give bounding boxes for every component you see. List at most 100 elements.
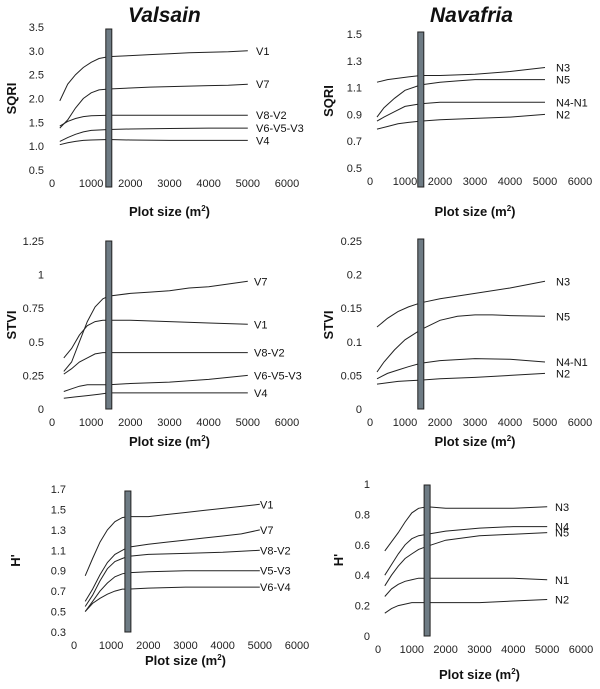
y-tick-label: 1.25: [23, 236, 44, 248]
series-label-v4: V4: [254, 388, 267, 400]
x-tick-label: 3000: [173, 640, 197, 652]
series-label-n2: N2: [556, 109, 570, 121]
x-tick-label: 2000: [118, 178, 142, 190]
series-line-v7: [84, 529, 260, 602]
chart-navafria-sqri: 0 1000 2000 3000 4000 5000 6000 0.5 0.7 0.9 1.1 1.3…: [321, 29, 592, 219]
x-axis-label: Plot size (m2): [129, 434, 210, 449]
reference-bar: [417, 238, 425, 410]
y-tick-label: 1.1: [51, 545, 66, 557]
series-line-n4: [384, 526, 548, 576]
y-tick-label: 1: [364, 479, 370, 491]
x-tick-label: 1000: [99, 640, 123, 652]
chart-valsain-h: 0 1000 2000 3000 4000 5000 6000 0.3 0.5 0.7 0.9 1.1…: [8, 484, 309, 668]
y-tick-label: 0.2: [347, 270, 362, 282]
x-tick-label: 1000: [79, 417, 103, 429]
series-label-v4: V4: [256, 135, 269, 147]
series-label-v1: V1: [256, 46, 269, 58]
x-axis-label: Plot size (m2): [129, 204, 210, 219]
x-tick-label: 4000: [498, 176, 522, 188]
x-tick-label: 2000: [136, 640, 160, 652]
y-axis-label: SQRI: [321, 85, 336, 117]
y-tick-label: 3.0: [29, 46, 44, 58]
x-tick-label: 0: [375, 644, 381, 656]
y-tick-label: 0.9: [51, 566, 66, 578]
reference-bar: [423, 484, 431, 637]
y-tick-label: 0.25: [23, 370, 44, 382]
y-tick-label: 2.0: [29, 94, 44, 106]
y-axis-label: STVI: [321, 311, 336, 340]
series-line-n2: [376, 372, 546, 385]
x-tick-label: 2000: [428, 176, 452, 188]
series-label-v8-v2: V8-V2: [254, 348, 285, 360]
series-label-v7: V7: [254, 276, 267, 288]
y-tick-label: 0.8: [355, 509, 370, 521]
x-tick-label: 3000: [157, 178, 181, 190]
series-line-v8-v2: [84, 549, 260, 607]
series-line-v4: [63, 392, 248, 399]
series-line-v4: [59, 138, 248, 146]
series-line-n5: [384, 532, 548, 587]
x-tick-label: 5000: [535, 644, 559, 656]
x-tick-label: 2000: [433, 644, 457, 656]
series-line-v8-v2: [59, 114, 248, 127]
x-tick-label: 3000: [467, 644, 491, 656]
series-line-v1: [84, 503, 260, 576]
y-tick-label: 0.5: [51, 607, 66, 619]
x-tick-label: 1000: [393, 417, 417, 429]
y-tick-label: 0.3: [51, 627, 66, 639]
series-label-v1: V1: [260, 499, 273, 511]
column-title-valsain: Valsain: [128, 4, 201, 27]
x-tick-label: 3000: [463, 417, 487, 429]
series-line-v6-v4: [84, 586, 260, 612]
y-tick-label: 0.6: [355, 540, 370, 552]
series-line-n5: [376, 314, 546, 373]
series-label-n4-n1: N4-N1: [556, 97, 588, 109]
x-tick-label: 4000: [210, 640, 234, 652]
chart-navafria-h: 0 1000 2000 3000 4000 5000 6000 0 0.2 0.4 0.6 0.8 1 H…: [331, 479, 593, 682]
y-tick-label: 0.2: [355, 601, 370, 613]
y-tick-label: 0.75: [23, 303, 44, 315]
y-axis-label: H': [8, 554, 23, 566]
x-tick-label: 6000: [568, 417, 592, 429]
y-tick-label: 0: [356, 404, 362, 416]
y-tick-label: 0.1: [347, 337, 362, 349]
y-tick-label: 0.25: [341, 236, 362, 248]
y-tick-label: 0: [364, 631, 370, 643]
y-tick-label: 1.3: [347, 56, 362, 68]
series-line-v6-v5-v3: [59, 127, 248, 142]
series-label-n4: N4: [555, 522, 569, 534]
series-line-v7: [59, 83, 248, 129]
x-tick-label: 5000: [236, 417, 260, 429]
x-tick-label: 5000: [533, 417, 557, 429]
series-line-n3: [384, 506, 548, 552]
y-tick-label: 1.5: [51, 504, 66, 516]
x-tick-label: 1000: [393, 176, 417, 188]
series-label-n2: N2: [556, 368, 570, 380]
x-tick-label: 4000: [501, 644, 525, 656]
series-label-n4-n1: N4-N1: [556, 357, 588, 369]
chart-valsain-stvi: 0 1000 2000 3000 4000 5000 6000 0 0.25 0.5 0.75 1 1.…: [4, 236, 302, 449]
series-label-n5: N5: [556, 311, 570, 323]
y-tick-label: 1.3: [51, 525, 66, 537]
x-tick-label: 6000: [569, 644, 593, 656]
y-tick-label: 0.5: [29, 165, 44, 177]
x-tick-label: 2000: [428, 417, 452, 429]
y-axis-label: SQRI: [4, 83, 19, 115]
x-tick-label: 0: [367, 417, 373, 429]
y-tick-label: 0.7: [347, 136, 362, 148]
series-line-n5: [376, 79, 545, 118]
series-line-n2: [384, 599, 548, 614]
series-line-v8-v2: [63, 352, 248, 375]
x-tick-label: 6000: [285, 640, 309, 652]
y-tick-label: 1.0: [29, 141, 44, 153]
series-line-n4-n1: [376, 101, 545, 122]
x-tick-label: 4000: [196, 417, 220, 429]
x-tick-label: 3000: [157, 417, 181, 429]
y-axis-label: H': [331, 554, 346, 566]
reference-bar: [105, 28, 113, 188]
x-tick-label: 5000: [236, 178, 260, 190]
y-tick-label: 0: [38, 404, 44, 416]
y-tick-label: 3.5: [29, 22, 44, 34]
y-tick-label: 1.7: [51, 484, 66, 496]
